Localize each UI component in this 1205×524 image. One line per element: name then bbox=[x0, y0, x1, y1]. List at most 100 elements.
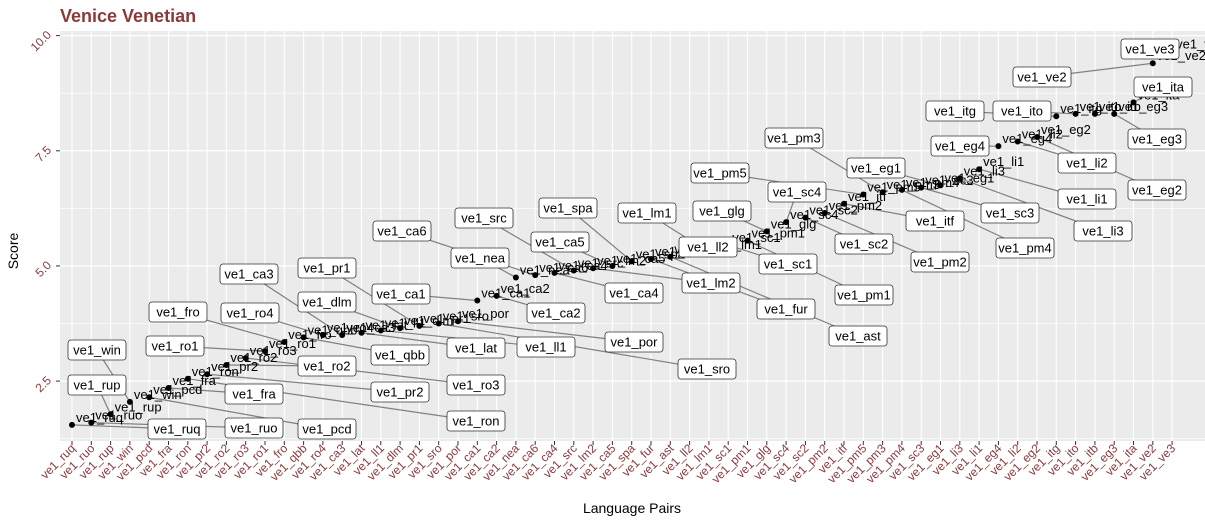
label-box bbox=[1012, 66, 1072, 88]
label-connector bbox=[207, 373, 401, 393]
boxed-label: ve1_sc3 bbox=[986, 206, 1034, 221]
label-box bbox=[846, 157, 906, 179]
boxed-label: ve1_pm5 bbox=[693, 166, 746, 181]
label-box bbox=[834, 233, 894, 255]
point-label: ve1_ca1 bbox=[481, 285, 530, 300]
point-label: ve1_por bbox=[462, 306, 510, 321]
label-connector bbox=[670, 256, 859, 337]
label-box bbox=[925, 100, 985, 122]
boxed-label: ve1_spa bbox=[543, 201, 593, 216]
label-box bbox=[219, 263, 279, 285]
label-box bbox=[604, 331, 664, 353]
data-point bbox=[262, 348, 268, 355]
boxed-label: ve1_nea bbox=[455, 251, 506, 266]
label-box bbox=[1057, 188, 1117, 210]
boxed-label: ve1_sc2 bbox=[840, 237, 888, 252]
data-point bbox=[628, 258, 635, 265]
label-box bbox=[67, 339, 127, 361]
point-label: ve1_ron bbox=[192, 364, 239, 379]
point-label: ve1_rup bbox=[115, 399, 162, 414]
data-point bbox=[223, 361, 230, 368]
boxed-label: ve1_pr1 bbox=[304, 261, 351, 276]
boxed-label: ve1_ca3 bbox=[224, 267, 273, 282]
boxed-label: ve1_qbb bbox=[375, 348, 425, 363]
point-label: ve1_pr1 bbox=[423, 311, 470, 326]
point-label: ve1_ve3 bbox=[1176, 37, 1205, 52]
boxed-label: ve1_itf bbox=[916, 214, 955, 229]
label-box bbox=[297, 418, 357, 440]
label-box bbox=[516, 336, 576, 358]
point-label: ve1_ro1 bbox=[269, 336, 316, 351]
boxed-label: ve1_li2 bbox=[1066, 156, 1107, 171]
data-point bbox=[1149, 60, 1156, 67]
boxed-label: ve1_ro3 bbox=[453, 378, 500, 393]
boxed-label: ve1_ca5 bbox=[535, 235, 584, 250]
point-label: ve1_eg1 bbox=[945, 170, 995, 185]
label-box bbox=[454, 207, 514, 229]
point-label: ve1_ro2 bbox=[230, 350, 277, 365]
point-label: ve1_glg bbox=[771, 216, 817, 231]
label-connector bbox=[149, 396, 328, 430]
data-point bbox=[358, 329, 365, 336]
data-point bbox=[648, 256, 654, 263]
boxed-label: ve1_rup bbox=[74, 378, 121, 393]
y-tick-label: 2.5 bbox=[32, 373, 54, 395]
point-label: ve1_win bbox=[134, 387, 182, 402]
label-box bbox=[446, 374, 506, 396]
label-box bbox=[450, 247, 510, 269]
point-label: ve1_ca3 bbox=[346, 320, 395, 335]
label-box bbox=[910, 251, 970, 273]
label-box bbox=[530, 231, 590, 253]
data-point bbox=[1111, 110, 1118, 117]
boxed-label: ve1_eg3 bbox=[1132, 132, 1182, 147]
label-box bbox=[677, 358, 737, 380]
boxed-label: ve1_eg2 bbox=[1132, 183, 1182, 198]
label-box bbox=[692, 200, 752, 222]
label-box bbox=[297, 355, 357, 377]
label-box bbox=[690, 162, 750, 184]
point-label: ve1_lat bbox=[366, 318, 408, 333]
boxed-label: ve1_itg bbox=[934, 104, 976, 119]
point-label: ve1_lm2 bbox=[597, 253, 646, 268]
point-label: ve1_itg bbox=[1060, 101, 1102, 116]
data-point bbox=[184, 375, 191, 382]
label-box bbox=[756, 298, 816, 320]
point-label: ve1_eg3 bbox=[1118, 99, 1168, 114]
point-label: ve1_ito bbox=[1080, 99, 1122, 114]
point-label: ve1_sc4 bbox=[790, 207, 838, 222]
data-point bbox=[1034, 133, 1040, 140]
boxed-label: ve1_ro1 bbox=[152, 339, 199, 354]
data-point bbox=[107, 411, 114, 418]
point-label: ve1_pcd bbox=[153, 382, 202, 397]
label-box bbox=[446, 337, 506, 359]
y-axis: 2.5 5.0 7.5 10.0 bbox=[28, 28, 60, 395]
label-box bbox=[147, 418, 207, 440]
boxed-label: ve1_li1 bbox=[1066, 192, 1107, 207]
point-label: ve1_nea bbox=[520, 262, 571, 277]
point-label: ve1_pm3 bbox=[887, 177, 940, 192]
label-box bbox=[604, 282, 664, 304]
data-point bbox=[204, 371, 211, 378]
boxed-label: ve1_eg4 bbox=[935, 139, 985, 154]
point-label: ve1_ruo bbox=[95, 408, 142, 423]
data-point bbox=[493, 292, 500, 299]
data-point bbox=[512, 274, 519, 281]
label-box bbox=[681, 272, 741, 294]
boxed-label: ve1_ruq bbox=[154, 422, 201, 437]
data-point bbox=[744, 237, 751, 244]
label-box bbox=[1127, 179, 1187, 201]
label-box bbox=[995, 237, 1055, 259]
boxed-label: ve1_ito bbox=[1001, 104, 1043, 119]
boxed-label: ve1_ita bbox=[1142, 80, 1185, 95]
label-box bbox=[767, 181, 827, 203]
y-tick-label: 7.5 bbox=[32, 143, 54, 165]
boxed-label: ve1_ron bbox=[453, 414, 500, 429]
point-label: ve1_pm5 bbox=[867, 180, 920, 195]
boxed-label: ve1_ll1 bbox=[525, 340, 566, 355]
boxed-label: ve1_ca6 bbox=[377, 224, 426, 239]
boxed-label: ve1_fra bbox=[232, 387, 276, 402]
data-point bbox=[455, 318, 461, 325]
y-axis-title: Score bbox=[5, 233, 21, 270]
label-box bbox=[678, 236, 738, 258]
